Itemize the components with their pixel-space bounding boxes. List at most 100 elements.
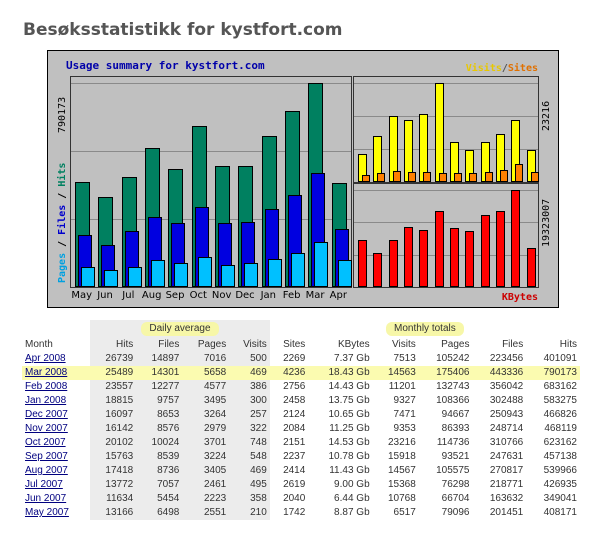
value-cell: 386	[229, 380, 270, 394]
month-cell: Jun 2007	[22, 492, 90, 506]
value-cell: 20102	[90, 436, 137, 450]
value-cell: 408171	[543, 507, 577, 518]
gridline	[354, 190, 538, 191]
value-cell: 500	[229, 352, 270, 366]
value-cell: 748	[229, 436, 270, 450]
value-cell: 2040	[283, 493, 306, 504]
value-cell: 457138	[543, 451, 577, 462]
month-link[interactable]: Apr 2008	[25, 353, 66, 364]
gridline	[354, 222, 538, 223]
pages-bar-jun	[104, 269, 119, 287]
month-label-dec: Dec	[235, 290, 255, 301]
month-link[interactable]: Dec 2007	[25, 409, 68, 420]
value-cell: 3405	[182, 464, 230, 478]
table-row: Nov 2007 16142 8576 2979 322 2084 11.25 Gb 9353…	[22, 422, 580, 436]
value-cell: 9.00 Gb	[334, 479, 370, 490]
month-cell: Oct 2007	[22, 436, 90, 450]
kbytes-bar-jun	[373, 253, 383, 287]
column-header-hits: Hits	[90, 338, 137, 352]
axis-legend-files: Files	[57, 204, 68, 235]
value-cell: 2619	[283, 479, 306, 490]
value-cell: 12277	[136, 380, 183, 394]
month-label-sep: Sep	[165, 290, 185, 301]
value-cell: 6.44 Gb	[334, 493, 370, 504]
kbytes-bar-jan	[480, 214, 490, 287]
kbytes-bar-nov	[450, 227, 459, 287]
value-cell: 94667	[441, 409, 470, 420]
kbytes-bar-mar	[511, 190, 521, 287]
pages-bar-oct	[197, 257, 212, 287]
value-cell: 2458	[283, 395, 306, 406]
visits-sites-plot	[353, 76, 539, 183]
value-cell: 14897	[136, 352, 183, 366]
month-label-may: May	[71, 290, 92, 301]
table-row: Jan 2008 18815 9757 3495 300 2458 13.75 Gb 9327…	[22, 394, 580, 408]
value-cell: 66704	[441, 493, 470, 504]
value-cell: 8.87 Gb	[334, 507, 370, 518]
month-link[interactable]: Feb 2008	[25, 381, 68, 392]
hits-files-pages-plot	[70, 76, 352, 288]
value-cell: 443336	[472, 366, 527, 380]
legend-kbytes: KBytes	[501, 292, 538, 303]
value-cell: 7471	[393, 409, 416, 420]
pages-bar-dec	[244, 262, 259, 287]
kbytes-bar-sep	[419, 230, 429, 287]
value-cell: 93521	[441, 451, 470, 462]
month-link[interactable]: May 2007	[25, 507, 69, 518]
value-cell: 8736	[136, 464, 183, 478]
value-cell: 539966	[543, 465, 577, 476]
month-link[interactable]: Nov 2007	[25, 423, 68, 434]
column-header-month: Month	[25, 339, 53, 350]
month-cell: Dec 2007	[22, 408, 90, 422]
table-row: Apr 2008 26739 14897 7016 500 2269 7.37 Gb 7513…	[22, 352, 580, 366]
month-link[interactable]: Sep 2007	[25, 451, 68, 462]
value-cell: 257	[229, 408, 270, 422]
axis-legend-sep-2: /	[57, 186, 68, 205]
value-cell: 175406	[418, 366, 473, 380]
month-cell: Jan 2008	[22, 394, 90, 408]
sites-bar-sep	[423, 172, 432, 182]
pages-bar-may	[81, 266, 95, 287]
value-cell: 10.65 Gb	[328, 409, 370, 420]
month-link[interactable]: Aug 2007	[25, 465, 68, 476]
month-cell: Nov 2007	[22, 422, 90, 436]
value-cell: 14301	[136, 366, 183, 380]
value-cell: 469	[229, 366, 270, 380]
column-header-pages: Pages	[182, 338, 230, 352]
value-cell: 14.53 Gb	[328, 437, 370, 448]
value-cell: 108366	[436, 395, 470, 406]
column-header-visits: Visits	[392, 339, 416, 350]
gridline	[71, 83, 351, 84]
legend-visits-sites: Visits/Sites	[466, 63, 538, 74]
pages-bar-jul	[127, 267, 142, 287]
value-cell: 76298	[441, 479, 470, 490]
month-link[interactable]: Oct 2007	[25, 437, 66, 448]
value-cell: 9327	[393, 395, 416, 406]
value-cell: 16097	[90, 408, 137, 422]
value-cell: 10.78 Gb	[328, 451, 370, 462]
month-link[interactable]: Jan 2008	[25, 395, 67, 406]
stats-table: Daily average Monthly totals Month Hits Fi…	[22, 320, 580, 520]
value-cell: 16142	[90, 422, 137, 436]
table-row: Sep 2007 15763 8539 3224 548 2237 10.78 Gb 1591…	[22, 450, 580, 464]
month-cell: Apr 2008	[22, 352, 90, 366]
month-link[interactable]: Jul 2007	[25, 479, 63, 490]
column-header-kbytes: KBytes	[337, 339, 370, 350]
sites-bar-may	[362, 174, 370, 182]
value-cell: 23557	[90, 380, 137, 394]
month-link[interactable]: Jun 2007	[25, 493, 67, 504]
gridline	[354, 149, 538, 150]
value-cell: 26739	[90, 352, 137, 366]
value-cell: 9353	[393, 423, 416, 434]
value-cell: 8653	[136, 408, 183, 422]
value-cell: 2237	[283, 451, 306, 462]
month-link[interactable]: Mar 2008	[25, 367, 68, 378]
value-cell: 15368	[387, 479, 416, 490]
value-cell: 3224	[182, 450, 230, 464]
gridline	[354, 83, 538, 84]
left-axis-legend: Pages / Files / Hits	[57, 163, 68, 283]
value-cell: 790173	[526, 366, 580, 380]
sites-bar-jul	[392, 170, 401, 182]
value-cell: 2124	[283, 409, 306, 420]
pages-bar-feb	[291, 252, 305, 287]
